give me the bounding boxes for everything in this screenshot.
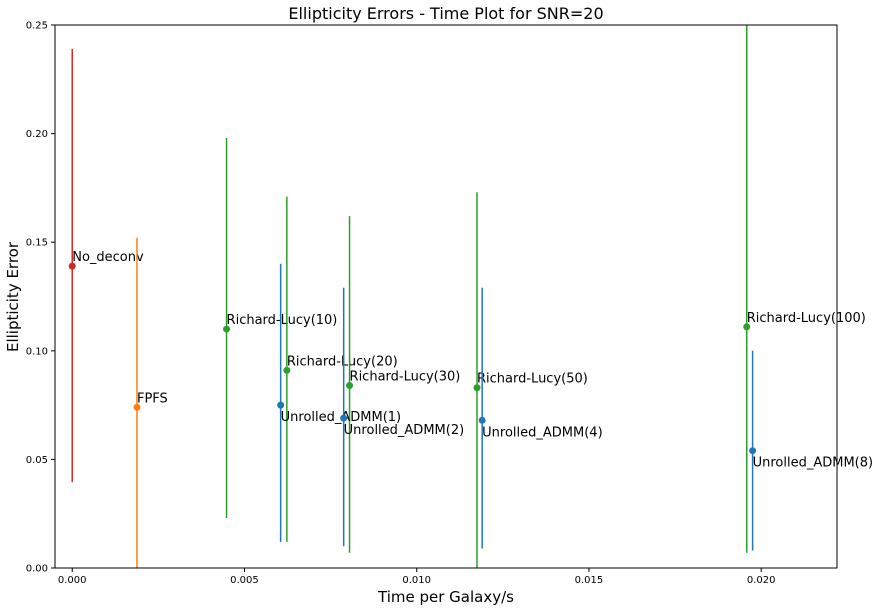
x-tick-label: 0.000 (58, 575, 87, 586)
point-label: Richard-Lucy(50) (477, 372, 588, 387)
data-point (68, 262, 76, 270)
point-label: Richard-Lucy(20) (287, 354, 398, 369)
x-tick-label: 0.005 (230, 575, 259, 586)
y-tick-label: 0.00 (26, 564, 48, 575)
data-point (223, 325, 231, 333)
data-point (473, 384, 481, 392)
data-point (277, 401, 285, 409)
data-point (283, 366, 291, 374)
data-point-group: Richard-Lucy(50) (473, 192, 588, 568)
x-axis-label: Time per Galaxy/s (377, 588, 514, 606)
data-point-group: Unrolled_ADMM(4) (478, 287, 603, 549)
x-tick-label: 0.020 (747, 575, 776, 586)
x-tick-label: 0.015 (575, 575, 604, 586)
point-label: Unrolled_ADMM(8) (753, 456, 874, 471)
data-point-group: Unrolled_ADMM(8) (749, 350, 874, 551)
data-point-group: No_deconv (68, 48, 144, 483)
plot-frame (54, 24, 838, 569)
y-tick-label: 0.25 (26, 21, 48, 32)
plot-area: No_deconv FPFS Richard-Lucy(10) Richard-Luc… (68, 25, 874, 568)
chart-title: Ellipticity Errors - Time Plot for SNR=2… (288, 4, 603, 23)
point-label: No_deconv (72, 250, 144, 265)
data-point-group: FPFS (133, 237, 168, 568)
point-label: Unrolled_ADMM(2) (344, 423, 465, 438)
x-axis-ticks: 0.000 0.005 0.010 0.015 0.020 (58, 568, 776, 586)
point-label: FPFS (137, 391, 168, 406)
y-axis-label: Ellipticity Error (4, 241, 22, 352)
y-tick-label: 0.05 (26, 455, 48, 466)
data-point (346, 382, 354, 390)
point-label: Richard-Lucy(100) (747, 311, 866, 326)
data-point-group: Richard-Lucy(10) (223, 137, 338, 519)
data-point-group: Richard-Lucy(20) (283, 196, 398, 542)
y-tick-label: 0.20 (26, 129, 48, 140)
x-tick-label: 0.010 (402, 575, 431, 586)
data-point-group: Richard-Lucy(100) (743, 25, 866, 553)
point-label: Unrolled_ADMM(4) (482, 425, 603, 440)
y-axis-ticks: 0.00 0.05 0.10 0.15 0.20 0.25 (26, 21, 55, 575)
data-point (749, 447, 757, 455)
data-point (743, 323, 751, 331)
data-point (478, 416, 486, 424)
y-tick-label: 0.10 (26, 346, 48, 357)
data-point-group: Richard-Lucy(30) (346, 216, 460, 553)
point-label: Richard-Lucy(10) (227, 313, 338, 328)
point-label: Richard-Lucy(30) (350, 370, 461, 385)
data-point (340, 414, 348, 422)
data-point (133, 403, 141, 411)
data-point-group: Unrolled_ADMM(2) (340, 287, 465, 547)
y-tick-label: 0.15 (26, 238, 48, 249)
